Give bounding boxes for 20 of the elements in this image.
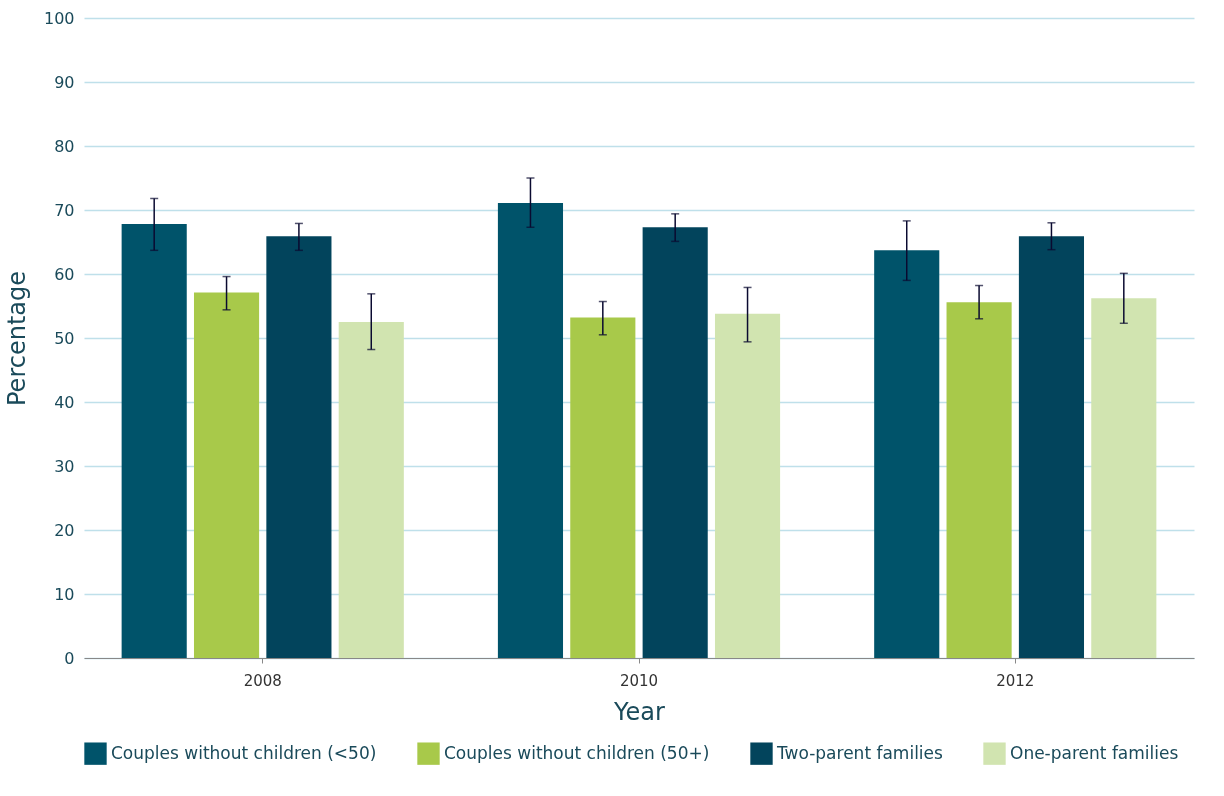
legend-label: Two-parent families — [776, 742, 944, 763]
x-tick-label: 2010 — [619, 671, 659, 690]
y-tick-label: 70 — [54, 200, 75, 220]
x-axis-title: Year — [613, 697, 666, 726]
y-tick-label: 40 — [54, 392, 75, 412]
x-tick-label: 2012 — [996, 671, 1035, 690]
y-axis-title: Percentage — [2, 270, 31, 407]
y-tick-label: 60 — [54, 264, 75, 284]
y-tick-label: 30 — [54, 456, 75, 476]
legend-label: Couples without children (50+) — [444, 742, 710, 763]
y-tick-label: 80 — [54, 136, 75, 156]
legend-label: One-parent families — [1010, 742, 1179, 763]
y-tick-label: 50 — [54, 328, 75, 348]
y-tick-label: 10 — [54, 584, 75, 604]
y-tick-label: 20 — [54, 520, 75, 540]
y-tick-label: 0 — [64, 648, 75, 668]
legend-label: Couples without children (<50) — [111, 742, 377, 763]
x-tick-label: 2008 — [243, 671, 282, 690]
y-tick-label: 100 — [43, 8, 75, 28]
y-tick-label: 90 — [54, 72, 75, 92]
